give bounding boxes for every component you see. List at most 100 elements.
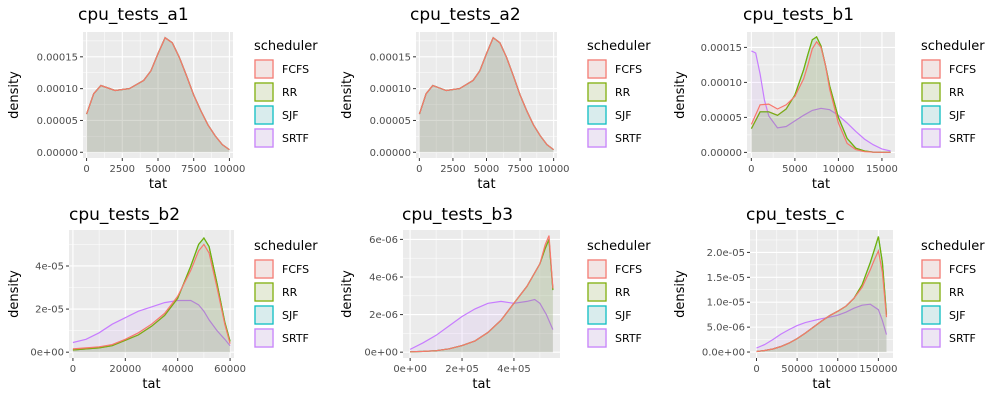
- chart-2-x-axis-label: tat: [477, 177, 495, 192]
- chart-6-area-fcfs: [756, 250, 887, 352]
- chart-1-legend-label-rr: RR: [282, 86, 298, 99]
- chart-3-legend-key-bg: [921, 105, 941, 125]
- chart-5-area-rr: [410, 239, 553, 353]
- chart-5-legend-label-sjf: SJF: [615, 309, 632, 322]
- chart-1-x-tick-label: 0: [83, 164, 89, 175]
- chart-6-y-tick-label: 1.0e-05: [707, 298, 745, 309]
- chart-6-x-tick-label: 100000: [819, 364, 857, 375]
- chart-1-x-tick-label: 7500: [181, 164, 206, 175]
- chart-1-area-sjf: [86, 37, 230, 153]
- chart-1-y-tick-label: 0.00010: [37, 84, 78, 95]
- chart-3-line-rr: [750, 36, 891, 153]
- chart-6-y-tick-label: 2.0e-05: [707, 248, 745, 259]
- chart-4-legend-key-rr: [254, 282, 274, 302]
- chart-6-legend-key-fcfs: [921, 259, 941, 279]
- chart-5-legend-key-sjf: [587, 305, 607, 325]
- chart-5-y-tick-label: 6e-06: [369, 235, 398, 246]
- chart-6-y-tick-label: 5.0e-06: [707, 323, 745, 334]
- chart-2-legend: scheduler FCFS RR SJF SRTF: [587, 39, 651, 148]
- chart-4-x-axis-label: tat: [142, 377, 160, 392]
- chart-1-y-axis-label: density: [7, 71, 22, 119]
- chart-1-x-tick-label: 2500: [110, 164, 135, 175]
- chart-2-series-group: [418, 36, 554, 153]
- chart-1-area-rr: [86, 37, 230, 153]
- chart-1-title: cpu_tests_a1: [78, 5, 189, 25]
- chart-3-y-axis-label: density: [673, 71, 688, 119]
- chart-3-plot-background: [747, 32, 895, 158]
- chart-6-legend-key-sjf: [921, 305, 941, 325]
- chart-3-area-sjf: [751, 36, 891, 153]
- chart-1-x-tick-label: 5000: [145, 164, 170, 175]
- chart-6-legend-label-srtf: SRTF: [949, 332, 976, 345]
- chart-5-x-axis-label: tat: [472, 377, 490, 392]
- chart-panel-cpu-tests-a2: cpu_tests_a2 0 2500 5000 7500 10000 0.00000 0.0…: [340, 5, 651, 192]
- chart-3-legend-key-bg: [921, 128, 941, 148]
- chart-1-series-group: [86, 36, 230, 153]
- chart-2-x-tick-label: 5000: [474, 164, 499, 175]
- chart-5-area-fcfs: [410, 235, 553, 353]
- chart-2-area-sjf: [419, 37, 554, 153]
- chart-6-area-sjf: [756, 236, 887, 352]
- chart-4-line-fcfs: [72, 243, 231, 350]
- chart-3-legend-key-fcfs: [921, 59, 941, 79]
- chart-6-area-rr: [756, 236, 887, 352]
- chart-4-y-tick-label: 4e-05: [35, 261, 64, 272]
- chart-2-line-fcfs: [418, 36, 554, 151]
- chart-panel-cpu-tests-b3: cpu_tests_b3 0e+00 2e+05 4e+05 0e+00 2e-06 4e-…: [340, 205, 651, 392]
- chart-6-x-tick-label: 50000: [781, 364, 813, 375]
- chart-1-legend-key-fcfs: [254, 59, 274, 79]
- chart-3-legend: scheduler FCFS RR SJF SRTF: [921, 39, 985, 148]
- chart-6-legend-label-rr: RR: [949, 286, 965, 299]
- chart-3-area-rr: [751, 36, 891, 153]
- chart-5-legend-label-fcfs: FCFS: [615, 263, 642, 276]
- chart-3-area-fcfs: [751, 41, 891, 153]
- chart-5-series-group: [409, 235, 554, 353]
- chart-2-legend-key-rr: [587, 82, 607, 102]
- chart-5-legend-key-bg: [587, 259, 607, 279]
- chart-panel-cpu-tests-a1: cpu_tests_a1 0 2500 5000 7500 10000 0.00000 0.0…: [7, 5, 318, 192]
- chart-6-legend-key-bg: [921, 282, 941, 302]
- chart-4-title: cpu_tests_b2: [69, 205, 180, 225]
- chart-panel-cpu-tests-b1: cpu_tests_b1 0 5000 10000 15000 0.00000 0.0000…: [673, 5, 985, 192]
- chart-3-line-fcfs: [750, 40, 891, 153]
- chart-1-line-fcfs: [86, 36, 230, 151]
- chart-4-legend-key-bg: [254, 305, 274, 325]
- chart-4-y-axis-label: density: [7, 270, 22, 318]
- chart-2-y-axis-label: density: [340, 71, 355, 119]
- chart-1-legend-key-bg: [254, 128, 274, 148]
- chart-2-legend-title: scheduler: [587, 39, 651, 54]
- chart-2-legend-key-srtf: [587, 128, 607, 148]
- chart-4-legend-key-bg: [254, 259, 274, 279]
- chart-1-legend-key-bg: [254, 105, 274, 125]
- chart-1-y-tick-label: 0.00005: [37, 116, 78, 127]
- chart-6-area-srtf: [756, 304, 887, 352]
- chart-6-legend-key-srtf: [921, 328, 941, 348]
- chart-5-x-tick-label: 2e+05: [445, 364, 479, 375]
- chart-3-y-tick-label: 0.00015: [701, 43, 742, 54]
- chart-3-legend-label-sjf: SJF: [949, 109, 966, 122]
- chart-1-area-fcfs: [86, 37, 230, 153]
- chart-4-legend-label-fcfs: FCFS: [282, 263, 309, 276]
- chart-2-area-rr: [419, 37, 554, 153]
- chart-1-x-axis-label: tat: [149, 177, 167, 192]
- chart-5-y-tick-label: 0e+00: [364, 348, 398, 359]
- chart-4-x-tick-label: 40000: [162, 364, 194, 375]
- chart-3-legend-label-rr: RR: [949, 86, 965, 99]
- chart-4-x-tick-label: 0: [70, 364, 76, 375]
- chart-4-series-group: [72, 236, 231, 353]
- chart-2-legend-key-bg: [587, 59, 607, 79]
- chart-1-legend-label-srtf: SRTF: [282, 132, 309, 145]
- chart-5-y-axis-label: density: [340, 270, 355, 318]
- chart-3-legend-key-bg: [921, 59, 941, 79]
- chart-5-legend-label-srtf: SRTF: [615, 332, 642, 345]
- chart-1-legend-label-fcfs: FCFS: [282, 63, 309, 76]
- chart-4-line-rr: [72, 236, 231, 351]
- chart-3-legend-key-rr: [921, 82, 941, 102]
- chart-3-x-axis-label: tat: [812, 177, 830, 192]
- chart-2-y-tick-label: 0.00015: [370, 52, 411, 63]
- chart-6-legend-label-fcfs: FCFS: [949, 263, 976, 276]
- chart-6-legend: scheduler FCFS RR SJF SRTF: [921, 239, 985, 348]
- chart-4-legend-label-srtf: SRTF: [282, 332, 309, 345]
- chart-5-legend-key-bg: [587, 328, 607, 348]
